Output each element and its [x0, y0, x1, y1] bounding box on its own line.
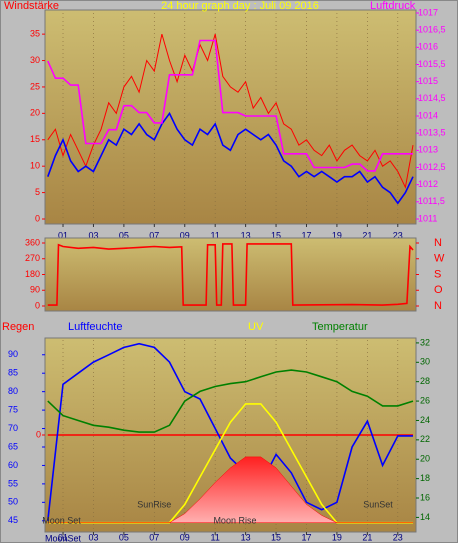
x-tick-label: 07: [149, 230, 159, 240]
y2-tick-label: 1011: [418, 213, 437, 223]
x-tick-label: 15: [271, 532, 281, 542]
y2-tick-label: N: [434, 300, 442, 312]
y-tick-label: 180: [25, 269, 40, 279]
y3-tick-label: 0: [36, 429, 41, 439]
y2-tick-label: S: [434, 268, 441, 280]
line: [47, 39, 413, 172]
y-tick-label: 75: [8, 404, 18, 414]
x-tick-label: 03: [88, 230, 98, 240]
x-tick-label: 23: [393, 532, 403, 542]
y2-tick-label: 32: [420, 337, 430, 347]
y-tick-label: 70: [8, 423, 18, 433]
y2-tick-label: 1014,5: [418, 93, 446, 103]
x-tick-label: 05: [119, 230, 129, 240]
legend-label: UV: [248, 321, 264, 333]
y2-tick-label: N: [434, 237, 442, 249]
y-tick-label: 0: [35, 213, 40, 223]
y-tick-label: 20: [30, 108, 40, 118]
y2-tick-label: 26: [420, 395, 430, 405]
y-tick-label: 60: [8, 460, 18, 470]
y2-tick-label: 16: [420, 492, 430, 502]
y-tick-label: 90: [30, 285, 40, 295]
plot-area: [44, 9, 417, 225]
x-tick-label: 21: [362, 532, 372, 542]
y2-tick-label: 1012,5: [418, 162, 446, 172]
y-tick-label: 90: [8, 349, 18, 359]
y-tick-label: 270: [25, 253, 40, 263]
y-tick-label: 85: [8, 368, 18, 378]
y2-tick-label: 1016,5: [418, 25, 446, 35]
chart-title: 24 hour graph day : Juli 09 2016: [161, 0, 319, 12]
y2-tick-label: 1011,5: [418, 196, 445, 206]
x-tick-label: 15: [271, 230, 281, 240]
annotation: SunSet: [363, 499, 393, 509]
y2-tick-label: 1015: [418, 76, 438, 86]
y-axis-label: Windstärke: [4, 0, 59, 12]
x-tick-label: 07: [149, 532, 159, 542]
x-tick-label: 21: [362, 230, 372, 240]
x-tick-label: 13: [241, 532, 251, 542]
legend-label: Regen: [2, 321, 34, 333]
x-tick-label: 23: [393, 230, 403, 240]
area: [47, 456, 414, 523]
y2-tick-label: 1013: [418, 145, 438, 155]
legend-label: Temperatur: [312, 321, 368, 333]
line: [47, 342, 413, 521]
x-tick-label: 01: [58, 230, 68, 240]
y2-tick-label: 24: [420, 415, 430, 425]
x-tick-label: 17: [301, 532, 311, 542]
y-tick-label: 35: [30, 29, 40, 39]
line: [47, 111, 414, 205]
x-tick-label: 11: [211, 532, 220, 542]
y2-tick-label: 14: [420, 512, 430, 522]
line: [47, 243, 414, 306]
x-tick-label: 09: [180, 230, 190, 240]
x-tick-label: 05: [119, 532, 129, 542]
y2-tick-label: O: [434, 284, 443, 296]
legend-label: Luftfeuchte: [68, 321, 122, 333]
y2-tick-label: 20: [420, 454, 430, 464]
y-tick-label: 65: [8, 441, 18, 451]
y2-axis-label: Luftdruck: [370, 0, 416, 12]
y-tick-label: 10: [30, 161, 40, 171]
y2-tick-label: 1016: [418, 42, 438, 52]
y2-tick-label: 1013,5: [418, 128, 446, 138]
y-tick-label: 0: [35, 300, 40, 310]
y2-tick-label: W: [434, 253, 445, 265]
footnote: MoonSet: [45, 533, 82, 543]
line: [47, 33, 414, 189]
x-tick-label: 19: [332, 532, 342, 542]
y-tick-label: 25: [30, 81, 40, 91]
y-tick-label: 5: [35, 187, 40, 197]
x-tick-label: 03: [88, 532, 98, 542]
y2-tick-label: 18: [420, 473, 430, 483]
line: [47, 369, 414, 433]
x-tick-label: 19: [332, 230, 342, 240]
y2-tick-label: 1015,5: [418, 59, 446, 69]
y-tick-label: 80: [8, 386, 18, 396]
x-tick-label: 01: [58, 532, 68, 542]
x-tick-label: 17: [301, 230, 311, 240]
y-tick-label: 55: [8, 478, 18, 488]
y-tick-label: 45: [8, 515, 18, 525]
y2-tick-label: 22: [420, 434, 430, 444]
x-tick-label: 09: [180, 532, 190, 542]
x-tick-label: 13: [241, 230, 251, 240]
y2-tick-label: 30: [420, 357, 430, 367]
y2-tick-label: 1014: [418, 110, 438, 120]
annotation: Moon Set: [42, 515, 81, 525]
y-tick-label: 360: [25, 237, 40, 247]
y2-tick-label: 1017: [418, 7, 438, 17]
x-tick-label: 11: [211, 230, 220, 240]
y-tick-label: 15: [30, 134, 40, 144]
y2-tick-label: 1012: [418, 179, 438, 189]
y-tick-label: 30: [30, 55, 40, 65]
annotation: SunRise: [137, 499, 171, 509]
annotation: Moon Rise: [213, 515, 256, 525]
y-tick-label: 50: [8, 497, 18, 507]
y2-tick-label: 28: [420, 376, 430, 386]
